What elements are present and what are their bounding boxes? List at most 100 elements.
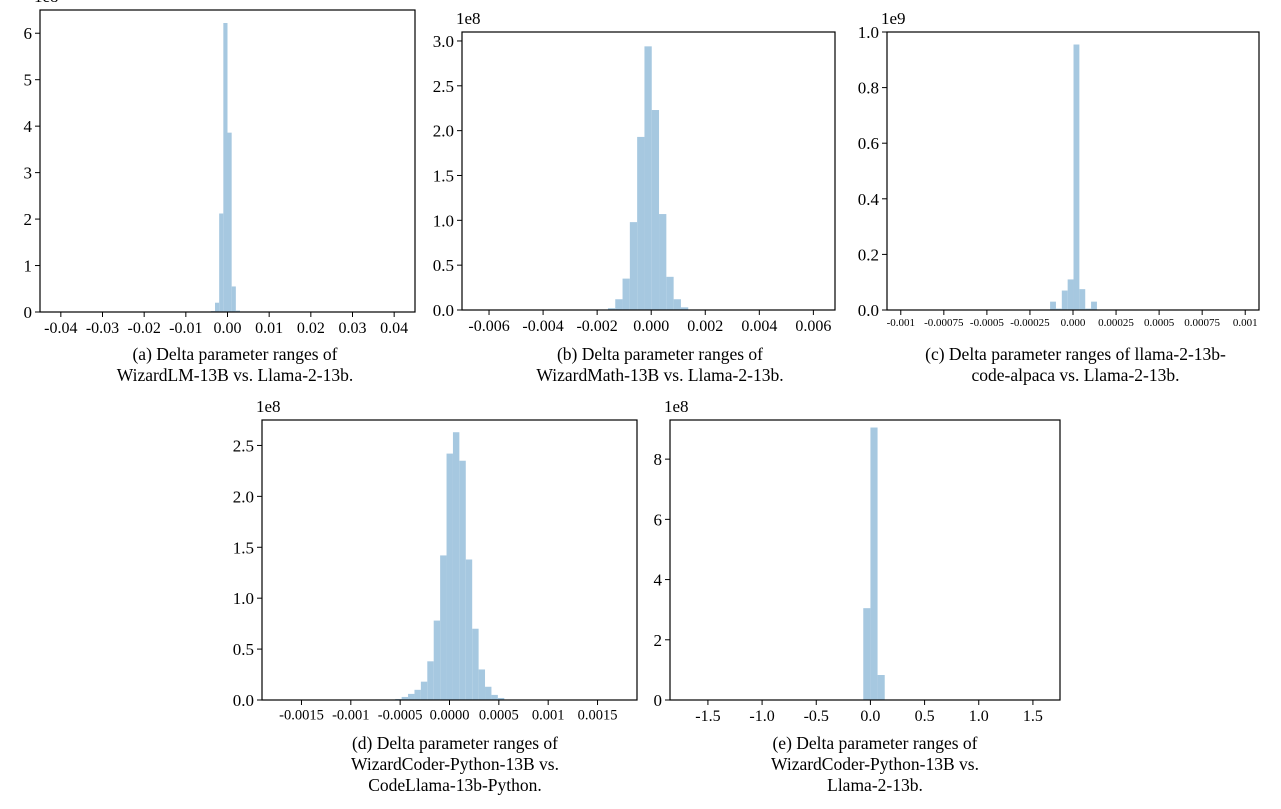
caption-e-line-2: WizardCoder-Python-13B vs. (771, 754, 979, 774)
y-tick-label-c-4: 0.8 (858, 79, 879, 98)
y-tick-label-d-3: 1.5 (233, 538, 254, 557)
bar-c-2 (1061, 290, 1068, 310)
chart-panel-c: -0.001 -0.00075 -0.0005 -0.00025 0.000 0.0002… (840, 0, 1281, 400)
bar-b-8 (666, 276, 674, 310)
x-tick-label-e-6: 1.5 (1023, 708, 1043, 725)
x-tick-label-a-4: 0.00 (214, 320, 242, 337)
x-tick-label-d-0: -0.0015 (279, 708, 324, 724)
plot-frame-c (886, 31, 1260, 311)
x-tick-label-a-7: 0.03 (339, 320, 367, 337)
y-tick-label-a-5: 5 (24, 71, 33, 90)
bar-a-1 (215, 302, 220, 312)
bar-c-6 (1085, 308, 1092, 310)
offset-label-d: 1e8 (256, 397, 281, 416)
x-tick-label-c-8: 0.001 (1233, 317, 1258, 329)
bar-d-2 (408, 693, 415, 700)
bar-d-4 (420, 681, 428, 700)
y-tick-label-c-2: 0.4 (858, 190, 880, 209)
x-tick-label-c-5: 0.00025 (1098, 317, 1134, 329)
plot-frame-e (669, 419, 1061, 701)
y-tick-label-a-4: 4 (24, 117, 33, 136)
x-tick-label-d-4: 0.0005 (479, 708, 519, 724)
caption-e-line-3: Llama-2-13b. (827, 775, 923, 795)
histogram-d: -0.0015 -0.001 -0.0005 0.0000 0.0005 0.001 0.0… (233, 397, 638, 724)
x-tick-label-a-2: -0.02 (128, 320, 161, 337)
y-tick-label-c-0: 0.0 (858, 301, 879, 320)
y-tick-label-b-2: 1.0 (433, 211, 454, 230)
bar-d-7 (440, 555, 447, 700)
chart-panel-e: -1.5 -1.0 -0.5 0.0 0.5 1.0 1.5 0 2 4 6 8 1e8 (e) Del… (640, 395, 1080, 809)
bar-b-10 (680, 307, 689, 310)
x-tick-label-a-8: 0.04 (380, 320, 408, 337)
bar-d-5 (427, 661, 434, 700)
caption-a: (a) Delta parameter ranges of WizardLM-1… (30, 344, 440, 386)
y-tick-label-a-6: 6 (24, 24, 33, 43)
x-tick-label-a-1: -0.03 (86, 320, 119, 337)
y-tick-label-a-3: 3 (24, 164, 33, 183)
caption-c: (c) Delta parameter ranges of llama-2-13… (870, 344, 1281, 386)
y-tick-label-d-1: 0.5 (233, 640, 254, 659)
x-tick-label-d-1: -0.001 (332, 708, 369, 724)
bar-b-5 (644, 46, 652, 310)
bar-d-10 (459, 460, 466, 700)
offset-label-c: 1e9 (881, 9, 906, 28)
y-tick-label-b-4: 2.0 (433, 122, 454, 141)
x-tick-label-e-2: -0.5 (804, 708, 829, 725)
bar-a-3 (223, 23, 228, 312)
bar-d-9 (452, 432, 460, 700)
x-tick-label-c-3: -0.00025 (1010, 317, 1050, 329)
bar-d-3 (414, 689, 421, 700)
caption-b: (b) Delta parameter ranges of WizardMath… (460, 344, 860, 386)
bar-a-2 (219, 213, 224, 312)
bar-c-7 (1091, 301, 1097, 310)
x-tick-label-b-6: 0.006 (795, 318, 831, 335)
y-tick-label-e-0: 0 (654, 691, 663, 710)
y-tick-label-c-3: 0.6 (858, 134, 879, 153)
y-tick-label-c-5: 1.0 (858, 23, 879, 42)
histogram-e: -1.5 -1.0 -0.5 0.0 0.5 1.0 1.5 0 2 4 6 8 1e8 (654, 397, 1061, 725)
bar-b-7 (659, 214, 667, 310)
x-tick-label-e-3: 0.0 (860, 708, 880, 725)
x-tick-label-c-4: 0.000 (1061, 317, 1086, 329)
y-tick-label-b-5: 2.5 (433, 77, 454, 96)
y-tick-label-b-6: 3.0 (433, 32, 454, 51)
bar-d-8 (446, 453, 453, 700)
y-tick-label-e-1: 2 (654, 631, 663, 650)
x-tick-label-d-6: 0.0015 (578, 708, 618, 724)
bar-b-6 (651, 110, 660, 311)
y-tick-label-e-4: 8 (654, 450, 663, 469)
x-tick-label-c-0: -0.001 (887, 317, 915, 329)
histogram-a: -0.04 -0.03 -0.02 -0.01 0.00 0.01 0.02 0.03 0.04… (24, 0, 416, 337)
offset-label-e: 1e8 (664, 397, 689, 416)
offset-label-a: 1e8 (34, 0, 59, 6)
x-tick-label-c-6: 0.0005 (1144, 317, 1175, 329)
x-tick-label-b-2: -0.002 (576, 318, 617, 335)
caption-d-line-1: (d) Delta parameter ranges of (351, 733, 558, 753)
caption-b-line-1: (b) Delta parameter ranges of (556, 344, 763, 364)
bar-a-6 (235, 310, 240, 312)
bar-b-3 (629, 222, 638, 310)
bar-c-0 (1050, 301, 1056, 310)
caption-c-line-1: (c) Delta parameter ranges of llama-2-13… (925, 344, 1226, 364)
bar-c-3 (1067, 279, 1074, 310)
bar-c-1 (1055, 308, 1062, 310)
x-tick-label-d-5: 0.001 (532, 708, 565, 724)
caption-e: (e) Delta parameter ranges of WizardCode… (670, 733, 1080, 796)
histogram-c: -0.001 -0.00075 -0.0005 -0.00025 0.000 0.0002… (858, 9, 1260, 329)
bar-b-9 (673, 299, 681, 310)
y-tick-label-b-0: 0.0 (433, 301, 454, 320)
bar-d-13 (478, 669, 486, 700)
bar-b-0 (607, 308, 616, 310)
bar-d-15 (491, 694, 498, 700)
caption-b-line-2: WizardMath-13B vs. Llama-2-13b. (536, 365, 784, 385)
bar-d-14 (485, 686, 492, 700)
bar-e-3 (870, 427, 878, 700)
x-tick-label-a-5: 0.01 (255, 320, 283, 337)
caption-d-line-2: WizardCoder-Python-13B vs. (351, 754, 559, 774)
x-tick-label-b-4: 0.002 (687, 318, 723, 335)
caption-a-line-1: (a) Delta parameter ranges of (132, 344, 338, 364)
y-tick-label-a-0: 0 (24, 303, 33, 322)
y-tick-label-e-3: 6 (654, 510, 663, 529)
bar-b-2 (622, 278, 630, 310)
bar-a-5 (231, 286, 236, 312)
